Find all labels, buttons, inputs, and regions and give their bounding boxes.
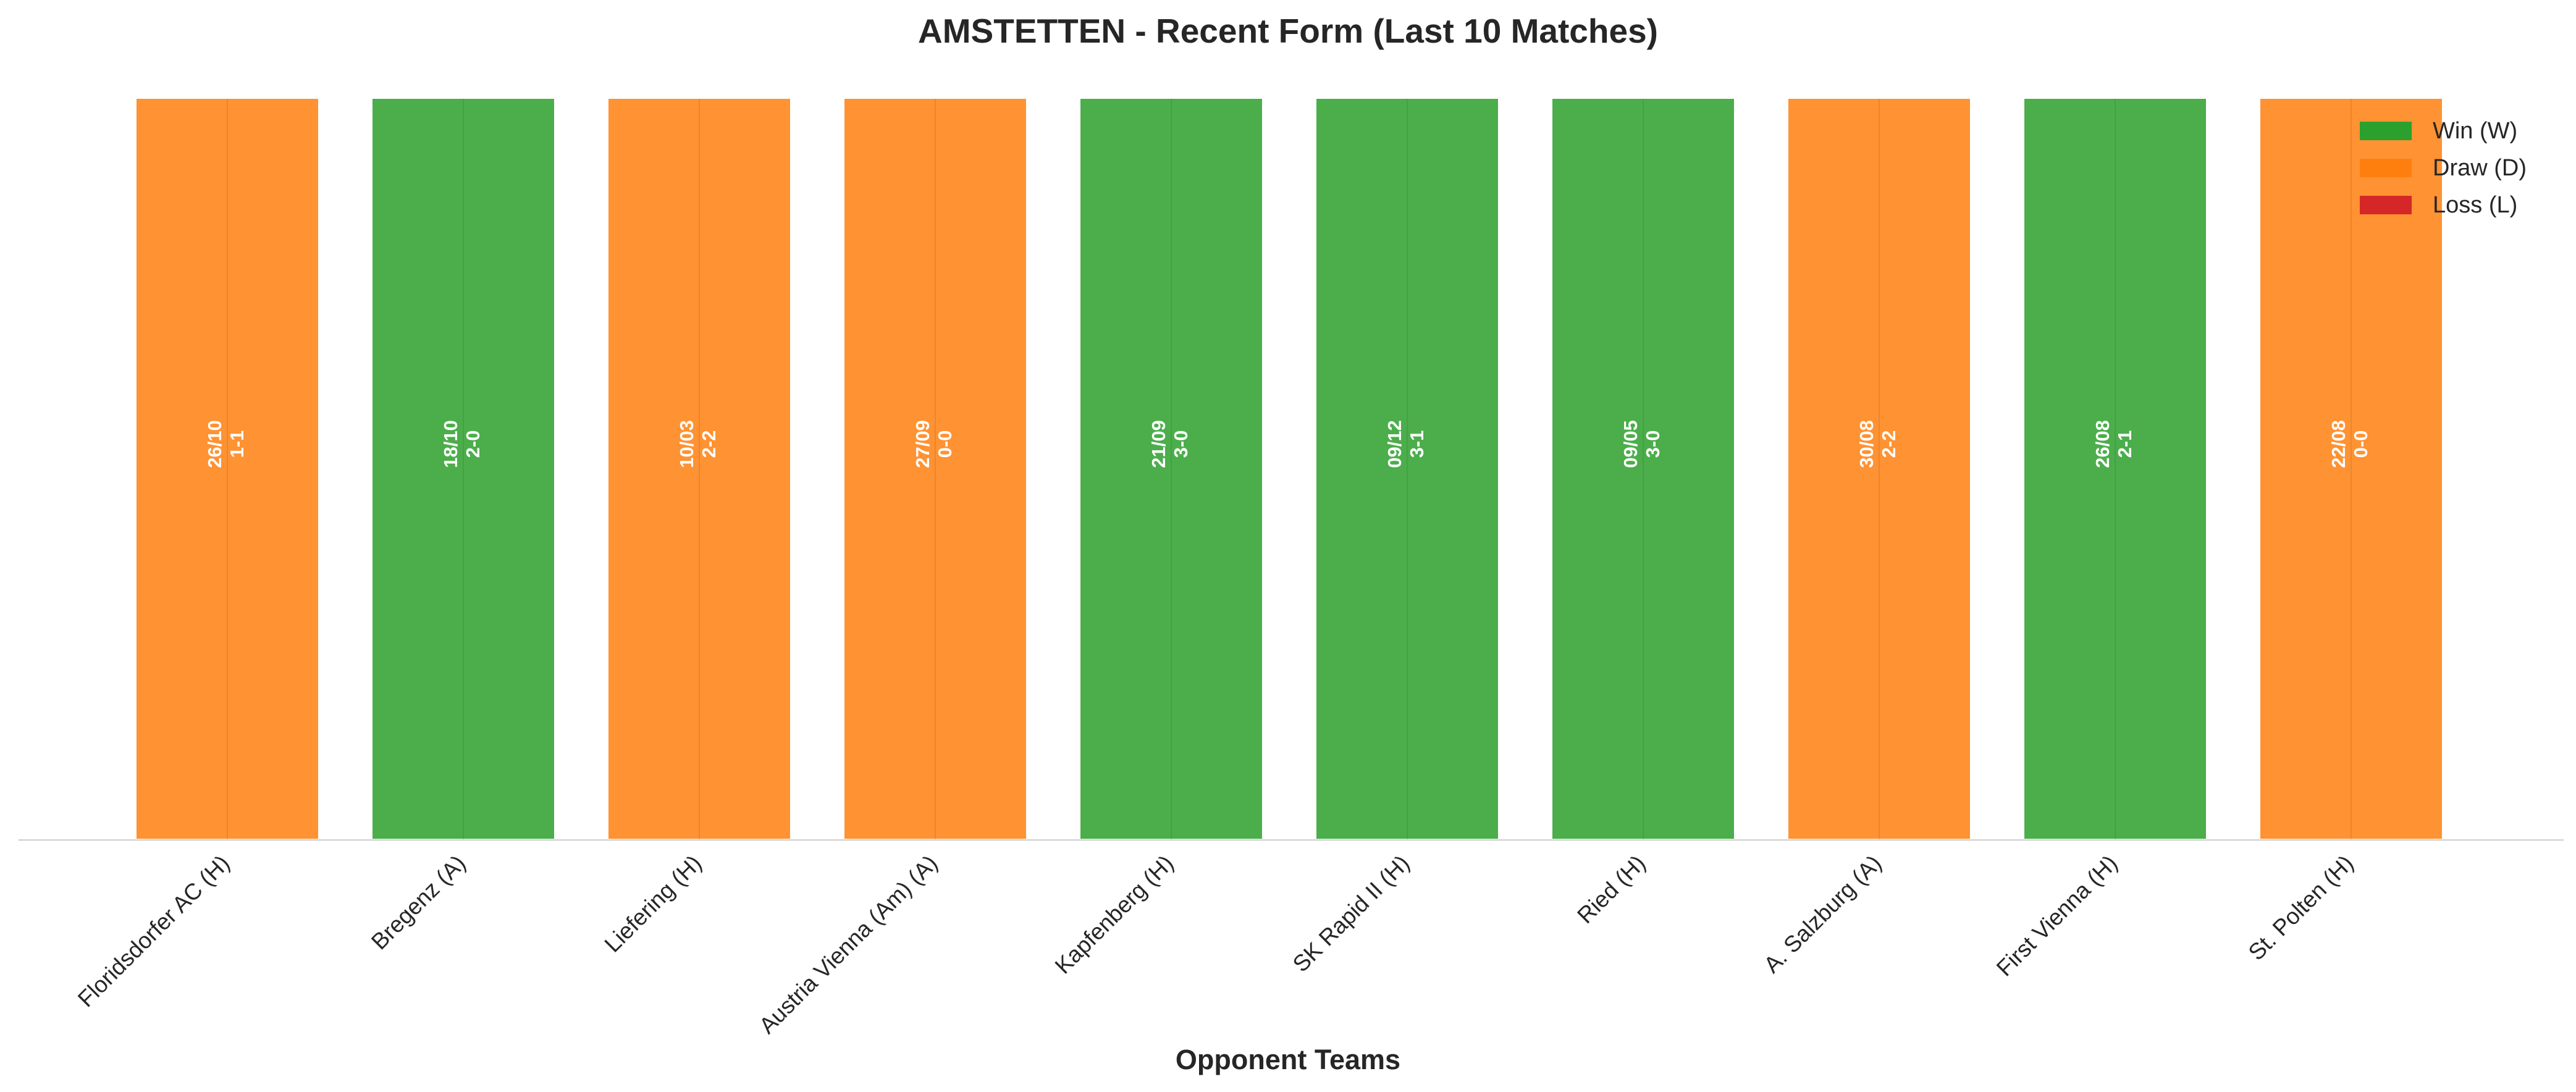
x-axis-label: Opponent Teams — [1175, 1044, 1401, 1075]
bar-score-label: 2-2 — [1878, 430, 1900, 458]
bar-annotation: 10/032-2 — [676, 420, 720, 468]
bar-annotation: 26/082-1 — [2092, 420, 2136, 468]
bar-score-label: 0-0 — [2350, 430, 2372, 458]
x-tick-label: Kapfenberg (H) — [1050, 850, 1179, 979]
chart-title: AMSTETTEN - Recent Form (Last 10 Matches… — [918, 12, 1658, 50]
bar-annotation: 22/080-0 — [2328, 420, 2372, 468]
bar-kapfenberg-h — [1078, 96, 1265, 841]
bar-annotation: 09/123-1 — [1384, 420, 1428, 468]
legend-swatch-loss — [2360, 196, 2412, 214]
legend-item-draw: Draw (D) — [2360, 149, 2557, 187]
bar-a-salzburg-a — [1786, 96, 1972, 841]
bar-annotation: 21/093-0 — [1148, 420, 1192, 468]
legend-label-draw: Draw (D) — [2433, 154, 2527, 181]
bar-score-label: 2-2 — [698, 430, 720, 458]
bar-score-label: 0-0 — [934, 430, 956, 458]
bar-labels-group: 26/101-1 18/102-0 10/032-2 27/090-0 21/093-0… — [204, 420, 2372, 468]
bar-liefering-h — [606, 96, 793, 841]
bar-st-polten-h — [2258, 96, 2444, 841]
legend-item-loss: Loss (L) — [2360, 187, 2557, 224]
x-tick-label: Austria Vienna (Am) (A) — [754, 850, 943, 1039]
bar-score-label: 1-1 — [226, 430, 248, 458]
legend-swatch-win — [2360, 122, 2412, 140]
bar-date-label: 10/03 — [676, 420, 697, 468]
bar-annotation: 27/090-0 — [912, 420, 956, 468]
bar-austria-vienna-am-a — [842, 96, 1029, 841]
legend-label-win: Win (W) — [2433, 117, 2518, 144]
x-tick-label: Bregenz (A) — [366, 850, 471, 955]
bar-date-label: 21/09 — [1148, 420, 1169, 468]
bar-score-label: 3-0 — [1170, 430, 1192, 458]
bar-date-label: 27/09 — [912, 420, 933, 468]
x-tick-label: Ried (H) — [1572, 850, 1650, 928]
x-tick-label: Floridsdorfer AC (H) — [73, 850, 235, 1012]
legend: Win (W) Draw (D) Loss (L) — [2360, 112, 2557, 224]
x-tick-label: A. Salzburg (A) — [1759, 850, 1886, 978]
bar-date-label: 09/05 — [1620, 420, 1641, 468]
bar-date-label: 22/08 — [2328, 420, 2349, 468]
bar-score-label: 2-0 — [462, 430, 484, 458]
bar-annotation: 18/102-0 — [440, 420, 484, 468]
bar-date-label: 18/10 — [440, 420, 461, 468]
bar-annotation: 26/101-1 — [204, 420, 248, 468]
bar-annotation: 30/082-2 — [1856, 420, 1900, 468]
x-tick-label: St. Polten (H) — [2244, 850, 2359, 965]
bar-first-vienna-h — [2022, 96, 2208, 841]
x-tick-labels-group: Floridsdorfer AC (H) Bregenz (A) Liefering… — [73, 850, 2359, 1039]
bar-date-label: 26/10 — [204, 420, 225, 468]
bar-sk-rapid-ii-h — [1314, 96, 1501, 841]
legend-swatch-draw — [2360, 159, 2412, 177]
bar-score-label: 3-1 — [1406, 430, 1428, 458]
x-tick-label: First Vienna (H) — [1992, 850, 2123, 981]
bars-group — [134, 96, 2444, 841]
x-tick-label: Liefering (H) — [600, 850, 707, 957]
legend-item-win: Win (W) — [2360, 112, 2557, 149]
bar-score-label: 2-1 — [2114, 430, 2136, 458]
bar-annotation: 09/053-0 — [1620, 420, 1664, 468]
bar-score-label: 3-0 — [1642, 430, 1664, 458]
legend-label-loss: Loss (L) — [2433, 191, 2518, 218]
bar-date-label: 09/12 — [1384, 420, 1405, 468]
bar-ried-h — [1550, 96, 1736, 841]
bar-date-label: 26/08 — [2092, 420, 2113, 468]
x-tick-label: SK Rapid II (H) — [1288, 850, 1415, 977]
bar-floridsdorfer-ac-h — [134, 96, 321, 841]
bar-date-label: 30/08 — [1856, 420, 1877, 468]
